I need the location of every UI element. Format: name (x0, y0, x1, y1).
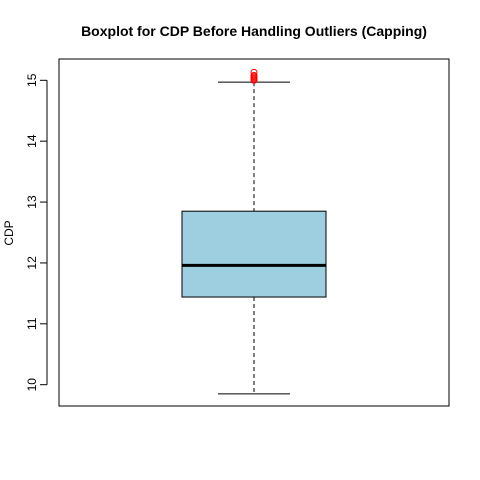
chart-title: Boxplot for CDP Before Handling Outliers… (81, 23, 427, 39)
interquartile-box (181, 210, 327, 298)
y-axis: 10 11 12 13 14 15 (25, 73, 48, 392)
y-tick-label: 14 (25, 134, 39, 148)
y-tick-label: 15 (25, 73, 39, 87)
y-tick-label: 10 (25, 378, 39, 392)
outlier-point (250, 68, 258, 76)
y-tick-label: 12 (25, 256, 39, 270)
y-tick-label: 13 (25, 195, 39, 209)
y-tick-label: 11 (25, 317, 39, 330)
box-group (181, 68, 327, 395)
y-axis-label: CDP (2, 220, 16, 245)
plot-frame (58, 58, 450, 407)
outlier-point (250, 71, 258, 79)
